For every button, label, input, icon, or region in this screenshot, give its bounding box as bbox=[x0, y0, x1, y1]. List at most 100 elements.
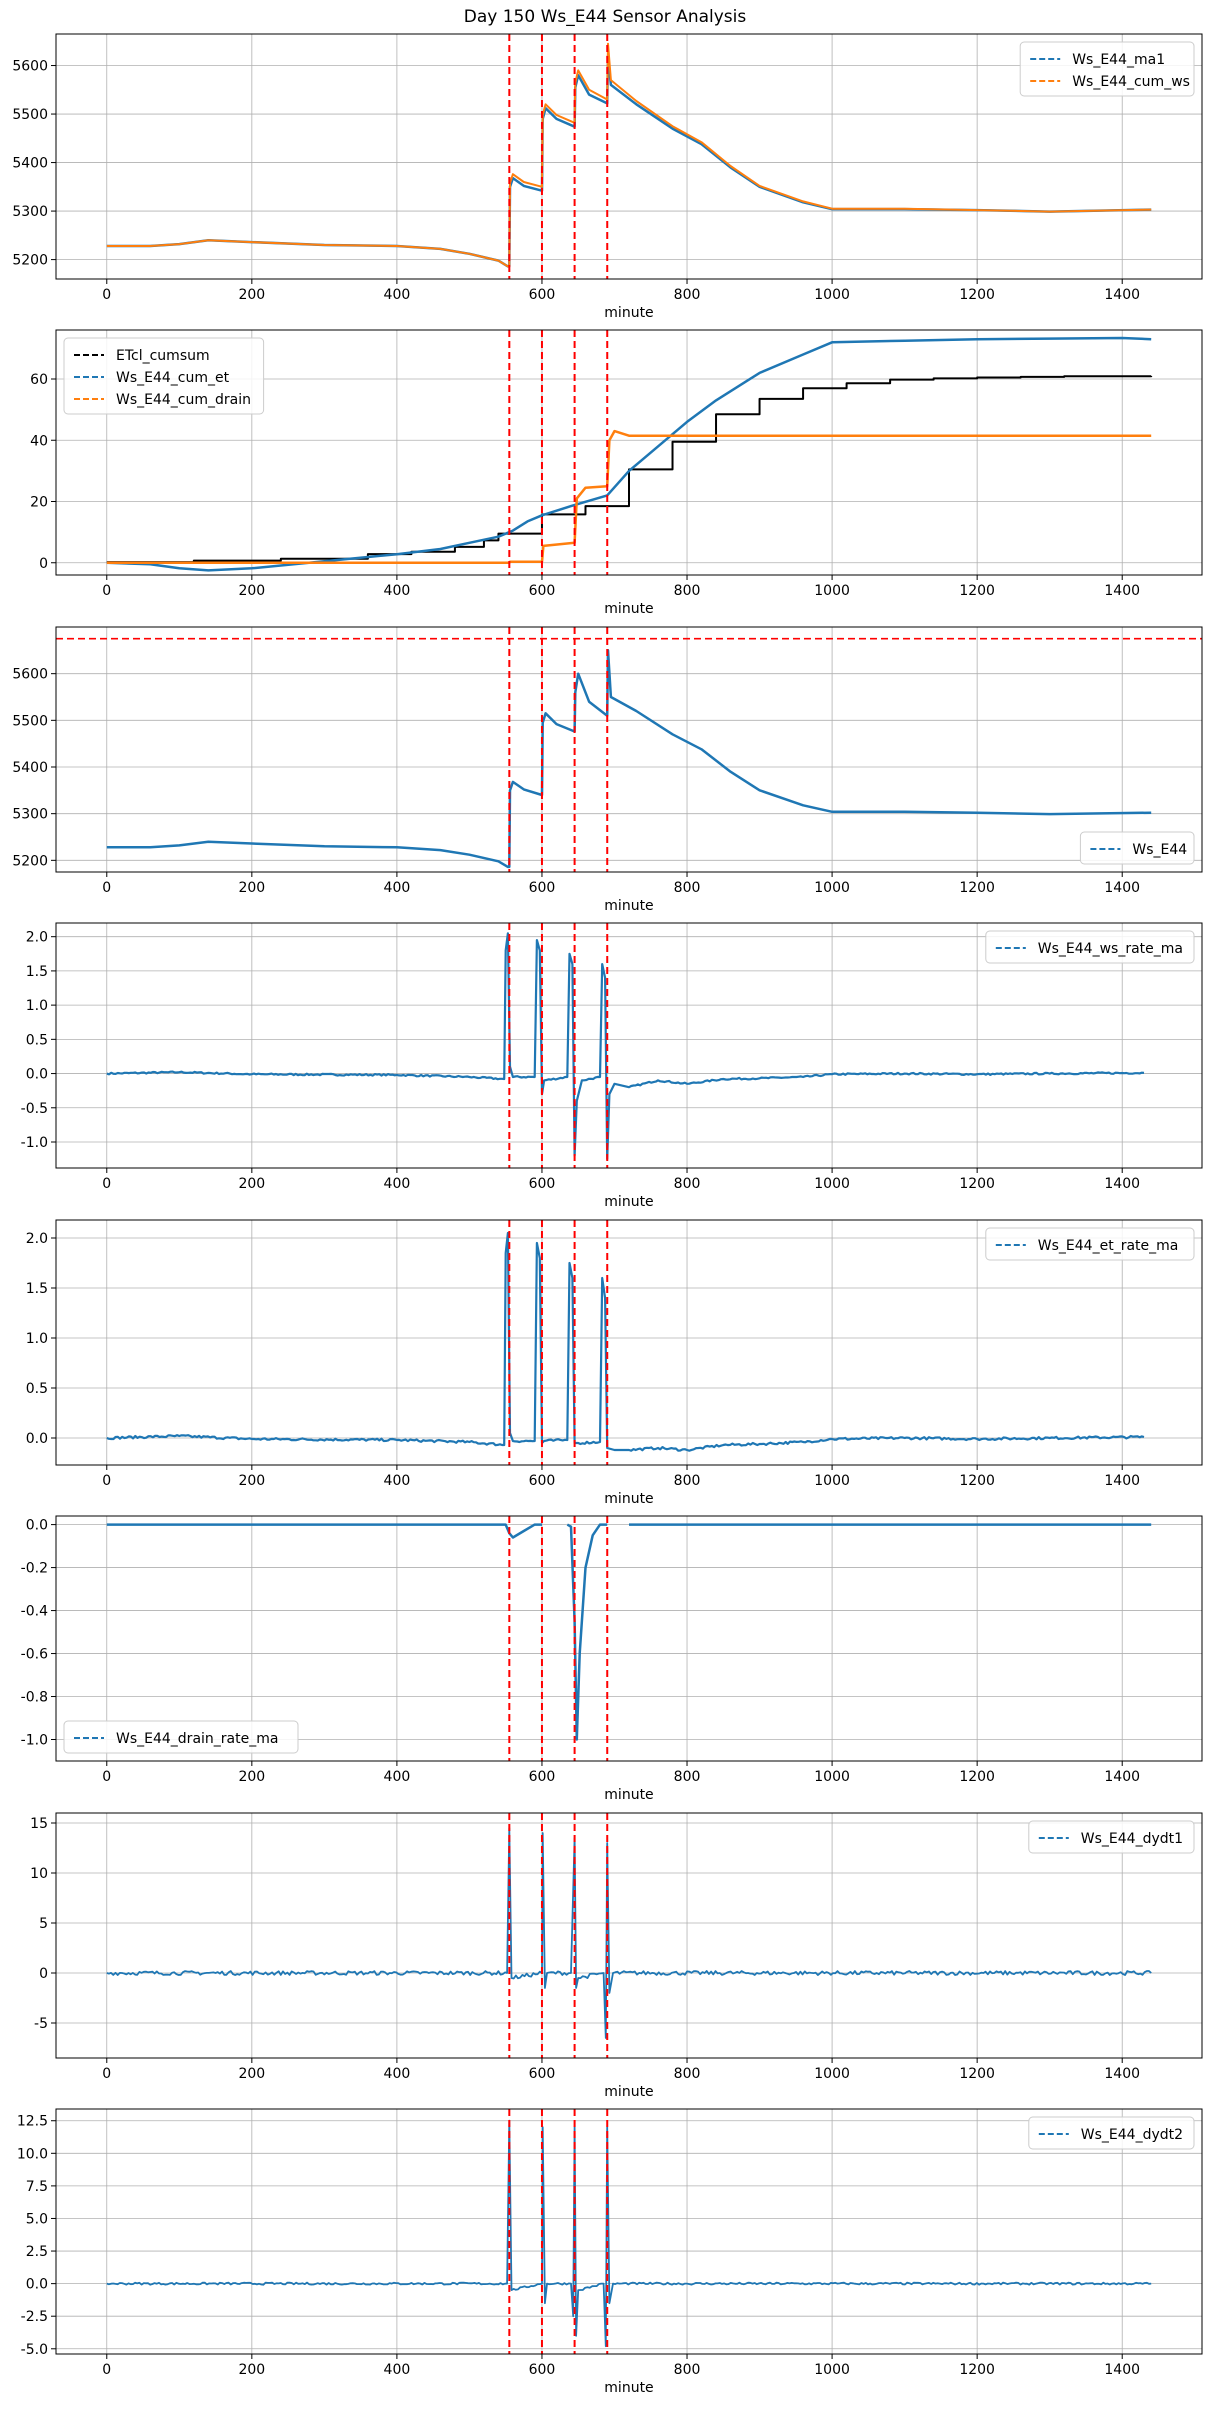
y-tick-label: 5300 bbox=[12, 807, 48, 823]
axes-frame bbox=[55, 1812, 1203, 2059]
axes-frame bbox=[55, 33, 1203, 280]
legend: Ws_E44_ma1 Ws_E44_cum_ws bbox=[1019, 41, 1195, 97]
y-tick-label: 2.0 bbox=[26, 1231, 48, 1247]
x-tick-label: 1400 bbox=[1104, 287, 1140, 303]
x-tick-label: 1000 bbox=[814, 287, 850, 303]
x-tick-label: 600 bbox=[529, 2066, 556, 2082]
x-tick-label: 1400 bbox=[1104, 880, 1140, 896]
y-tick-label: 60 bbox=[30, 372, 48, 388]
legend-box bbox=[985, 930, 1195, 964]
x-tick-label: 0 bbox=[102, 2066, 111, 2082]
x-axis-label: minute bbox=[604, 305, 653, 321]
panel-7: 0 200 400 600 800 1000 1200 1400 -5 0 5 10 15 minute W… bbox=[30, 1812, 1203, 2100]
legend-box bbox=[1079, 831, 1195, 865]
x-axis-label: minute bbox=[604, 1787, 653, 1803]
legend: Ws_E44_ws_rate_ma bbox=[985, 930, 1195, 964]
x-tick-label: 200 bbox=[238, 880, 265, 896]
y-tick-label: 5200 bbox=[12, 853, 48, 869]
x-tick-label: 0 bbox=[102, 1176, 111, 1192]
legend-label: Ws_E44_ma1 bbox=[1072, 52, 1165, 68]
panel-1: 0 200 400 600 800 1000 1200 1400 5200 5300 5400 550… bbox=[12, 33, 1203, 321]
y-tick-label: -1.0 bbox=[21, 1733, 48, 1749]
x-tick-label: 1400 bbox=[1104, 1473, 1140, 1489]
legend: Ws_E44_et_rate_ma bbox=[985, 1227, 1195, 1261]
y-tick-label: 5300 bbox=[12, 204, 48, 220]
x-tick-label: 200 bbox=[238, 583, 265, 599]
legend-box bbox=[1028, 1820, 1195, 1854]
y-tick-label: 1.0 bbox=[26, 998, 48, 1014]
x-axis-label: minute bbox=[604, 2380, 653, 2396]
y-tick-label: -1.0 bbox=[21, 1135, 48, 1151]
legend: ETcl_cumsum Ws_E44_cum_et Ws_E44_cum_drain bbox=[63, 337, 265, 415]
x-tick-label: 1200 bbox=[959, 1473, 995, 1489]
y-tick-label: 5.0 bbox=[26, 2211, 48, 2227]
y-tick-label: 5400 bbox=[12, 760, 48, 776]
y-tick-label: -0.6 bbox=[21, 1647, 48, 1663]
legend-label: Ws_E44_drain_rate_ma bbox=[116, 1731, 278, 1747]
x-tick-label: 200 bbox=[238, 1473, 265, 1489]
axes-frame bbox=[55, 1515, 1203, 1762]
legend-label: Ws_E44_ws_rate_ma bbox=[1038, 941, 1183, 957]
x-tick-label: 600 bbox=[529, 1176, 556, 1192]
x-tick-label: 400 bbox=[384, 2066, 411, 2082]
series-group bbox=[106, 1523, 1152, 1741]
x-tick-label: 600 bbox=[529, 1473, 556, 1489]
y-tick-label: 5500 bbox=[12, 107, 48, 123]
x-tick-label: 600 bbox=[529, 287, 556, 303]
series-group bbox=[106, 649, 1152, 869]
y-tick-label: 1.5 bbox=[26, 964, 48, 980]
legend-box bbox=[63, 337, 265, 415]
x-tick-label: 1400 bbox=[1104, 1176, 1140, 1192]
x-tick-label: 800 bbox=[674, 287, 701, 303]
axes-frame bbox=[55, 922, 1203, 1169]
legend-label: Ws_E44_dydt2 bbox=[1081, 2127, 1183, 2143]
x-axis-label: minute bbox=[604, 1194, 653, 1210]
panel-4: 0 200 400 600 800 1000 1200 1400 -1.0 -0.5 0.0 0.5 1… bbox=[21, 922, 1203, 1210]
panel-8: 0 200 400 600 800 1000 1200 1400 -5.0 -2.5 0.0 2.5 5… bbox=[17, 2108, 1203, 2396]
legend: Ws_E44_drain_rate_ma bbox=[63, 1720, 299, 1754]
y-tick-label: 2.5 bbox=[26, 2244, 48, 2260]
axes-frame bbox=[55, 329, 1203, 576]
y-tick-label: 10 bbox=[30, 1866, 48, 1882]
x-tick-label: 200 bbox=[238, 287, 265, 303]
x-tick-label: 800 bbox=[674, 880, 701, 896]
y-tick-label: 40 bbox=[30, 433, 48, 449]
series-line-Ws_E44_ws_rate_ma bbox=[106, 932, 1145, 1161]
panel-6: 0 200 400 600 800 1000 1200 1400 -1.0 -0.8 -0.6 -0.… bbox=[21, 1515, 1203, 1803]
legend-label: Ws_E44_cum_et bbox=[116, 370, 230, 386]
legend-label: Ws_E44_et_rate_ma bbox=[1038, 1238, 1179, 1254]
y-tick-label: 5200 bbox=[12, 253, 48, 269]
y-tick-label: 0.5 bbox=[26, 1381, 48, 1397]
y-tick-label: 15 bbox=[30, 1816, 48, 1832]
x-tick-label: 800 bbox=[674, 1473, 701, 1489]
y-tick-label: 2.0 bbox=[26, 930, 48, 946]
legend: Ws_E44 bbox=[1079, 831, 1195, 865]
x-tick-label: 1200 bbox=[959, 1176, 995, 1192]
panels: 0 200 400 600 800 1000 1200 1400520053005400550… bbox=[12, 33, 1203, 2396]
series-line-Ws_E44_et_rate_ma bbox=[106, 1231, 1145, 1452]
series-group bbox=[106, 2119, 1152, 2348]
series-line-Ws_E44 bbox=[106, 649, 1152, 869]
x-tick-label: 0 bbox=[102, 583, 111, 599]
y-tick-label: 5400 bbox=[12, 156, 48, 172]
y-tick-label: -0.5 bbox=[21, 1101, 48, 1117]
figure-title: Day 150 Ws_E44 Sensor Analysis bbox=[464, 7, 747, 27]
axes-frame bbox=[55, 626, 1203, 873]
y-tick-label: 5500 bbox=[12, 713, 48, 729]
x-tick-label: 1400 bbox=[1104, 1769, 1140, 1785]
y-tick-label: -0.2 bbox=[21, 1561, 48, 1577]
legend-label: Ws_E44 bbox=[1132, 842, 1187, 858]
y-tick-label: 0.0 bbox=[26, 1518, 48, 1534]
x-tick-label: 600 bbox=[529, 2362, 556, 2378]
legend-label: Ws_E44_cum_drain bbox=[116, 392, 251, 408]
series-group bbox=[106, 42, 1152, 268]
y-tick-label: 10.0 bbox=[17, 2146, 48, 2162]
x-tick-label: 200 bbox=[238, 2362, 265, 2378]
x-tick-label: 400 bbox=[384, 583, 411, 599]
y-tick-label: 12.5 bbox=[17, 2114, 48, 2130]
x-tick-label: 1400 bbox=[1104, 2066, 1140, 2082]
x-tick-label: 1000 bbox=[814, 2362, 850, 2378]
y-tick-label: 20 bbox=[30, 495, 48, 511]
x-axis-label: minute bbox=[604, 1491, 653, 1507]
legend-box bbox=[63, 1720, 299, 1754]
